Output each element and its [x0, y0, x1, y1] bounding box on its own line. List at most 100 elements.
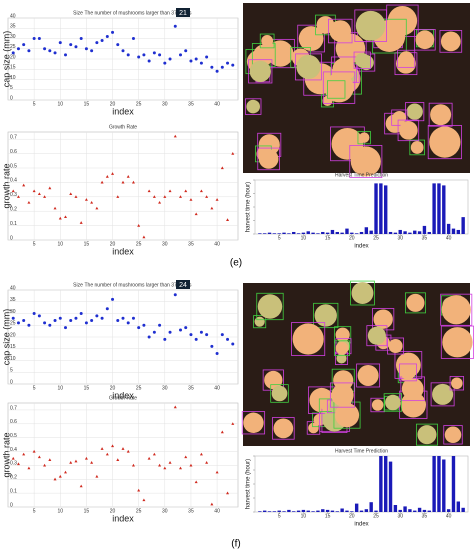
mushroom: [406, 293, 425, 312]
point: [37, 314, 41, 318]
y-tick-label: 10: [10, 75, 16, 81]
point: [48, 49, 52, 53]
point: [100, 39, 104, 43]
y-tick-label: 0.1: [10, 221, 17, 227]
y-tick-label: 0.6: [10, 419, 17, 425]
detection-box: [405, 292, 426, 314]
bar: [456, 229, 461, 234]
point: [79, 37, 83, 40]
detection-box: [248, 59, 273, 84]
point: [116, 43, 120, 47]
point: [184, 189, 188, 193]
y-tick-label: 35: [10, 24, 16, 30]
bar: [461, 507, 465, 512]
bar: [408, 509, 412, 512]
point: [43, 463, 47, 467]
point: [142, 235, 146, 239]
mushroom: [314, 304, 337, 327]
bar: [456, 501, 461, 512]
point: [226, 218, 230, 221]
bar: [316, 233, 320, 234]
bar: [437, 183, 441, 234]
x-tick-label: 15: [84, 241, 90, 247]
point: [121, 180, 125, 184]
bar: [393, 505, 398, 512]
point: [189, 333, 193, 337]
mushroom: [273, 418, 294, 439]
point: [215, 470, 219, 474]
x-tick-label: 35: [422, 513, 428, 519]
detection-box: [449, 376, 465, 391]
point: [105, 34, 109, 38]
bar: [398, 509, 402, 512]
mushroom: [406, 103, 423, 120]
mushroom: [292, 323, 324, 355]
detection-box: [383, 393, 403, 412]
x-tick-label: 5: [33, 385, 36, 391]
bar: [384, 185, 388, 234]
bar: [258, 511, 262, 512]
mushroom: [296, 54, 321, 79]
detection-box: [397, 119, 420, 142]
point: [111, 30, 115, 34]
detection-box: [244, 98, 262, 115]
detection-box: [440, 293, 473, 326]
point: [105, 452, 109, 456]
bar: [335, 231, 339, 234]
point: [210, 65, 214, 69]
y-tick-label: 35: [10, 297, 16, 303]
detection-box: [357, 130, 371, 145]
point: [131, 316, 135, 320]
point: [179, 328, 182, 332]
point: [147, 335, 151, 339]
point: [48, 186, 52, 190]
mushroom: [243, 412, 264, 433]
point: [189, 463, 193, 467]
point: [100, 316, 104, 320]
y-axis-label: growth rate: [1, 432, 11, 477]
point: [168, 461, 172, 464]
y-tick-label: 5: [10, 368, 13, 374]
x-tick-label: 5: [33, 241, 36, 247]
bar: [277, 233, 281, 234]
y-tick-label: 0.4: [10, 447, 17, 453]
bar: [296, 233, 301, 234]
x-tick-label: 25: [136, 385, 142, 391]
mushroom: [350, 146, 381, 177]
bar: [330, 229, 335, 234]
bar: [369, 230, 373, 234]
point: [84, 456, 88, 460]
point: [37, 37, 41, 40]
point: [64, 215, 67, 219]
point: [215, 198, 219, 201]
bar: [330, 510, 335, 512]
point: [173, 293, 177, 297]
y-tick-label: 25: [10, 44, 16, 50]
point: [184, 326, 188, 330]
detection-box: [291, 322, 326, 356]
mushroom: [432, 383, 454, 405]
detection-box: [356, 363, 381, 388]
detection-box: [328, 18, 353, 44]
mushroom: [261, 35, 274, 47]
point: [168, 330, 172, 334]
point: [95, 314, 99, 318]
bar: [413, 230, 417, 234]
y-tick-label: 0: [10, 502, 13, 508]
bar: [262, 510, 267, 512]
point: [53, 477, 57, 481]
point: [105, 175, 109, 178]
x-tick-label: 35: [188, 101, 194, 107]
y-tick-label: 0.6: [10, 149, 17, 155]
mushroom: [331, 383, 354, 407]
mushroom: [400, 364, 416, 380]
bar: [364, 227, 369, 234]
point: [147, 189, 151, 193]
point: [32, 312, 36, 315]
count: 24: [179, 282, 187, 289]
point: [16, 47, 20, 51]
bar: [354, 233, 359, 234]
bar: [354, 503, 359, 512]
point: [37, 455, 41, 459]
bar: [388, 231, 393, 234]
